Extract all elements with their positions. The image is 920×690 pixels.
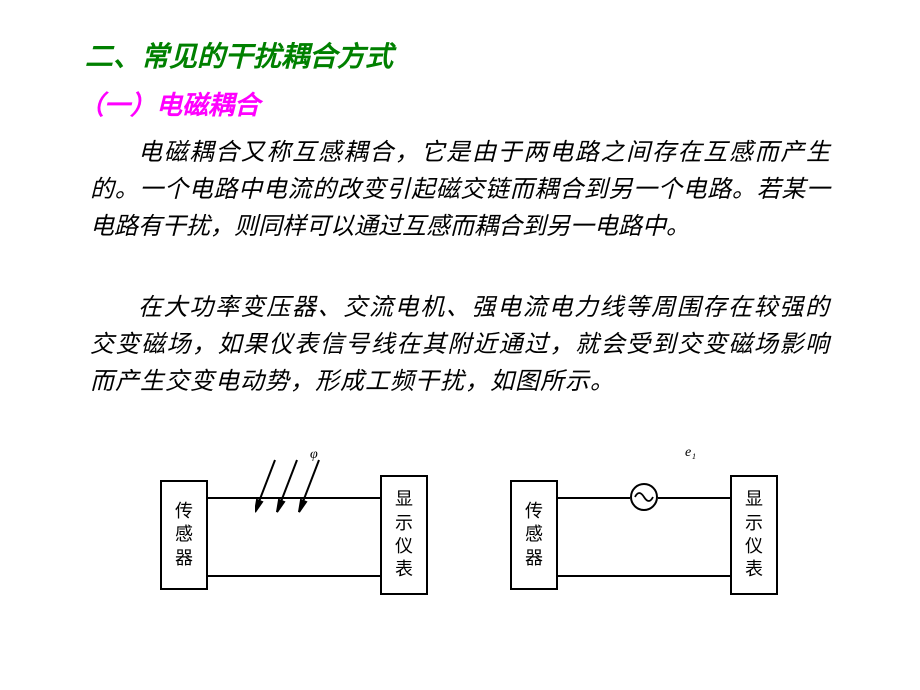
sensor-char-2: 感 (175, 523, 193, 546)
wire-bottom (208, 575, 380, 577)
emf-symbol: e₁ (685, 445, 696, 461)
display-box: 显 示 仪 表 (730, 475, 778, 595)
paragraph-2: 在大功率变压器、交流电机、强电流电力线等周围存在较强的交变磁场，如果仪表信号线在… (90, 290, 830, 402)
diagram-emf-equivalent: 传 感 器 显 示 仪 表 e₁ (490, 455, 800, 615)
sensor-char-3: 器 (175, 547, 193, 570)
display-char-4: 表 (395, 558, 413, 581)
display-char-3: 仪 (395, 535, 413, 558)
display-char-1: 显 (395, 488, 413, 511)
sensor-char-1: 传 (175, 500, 193, 523)
paragraph-1: 电磁耦合又称互感耦合，它是由于两电路之间存在互感而产生的。一个电路中电流的改变引… (90, 135, 830, 247)
section-heading: 二、常见的干扰耦合方式 (85, 35, 393, 75)
sensor-box: 传 感 器 (160, 480, 208, 590)
display-char-3: 仪 (745, 535, 763, 558)
diagram-flux-coupling: 传 感 器 显 示 仪 表 φ (140, 455, 450, 615)
sensor-char-1: 传 (525, 500, 543, 523)
display-box: 显 示 仪 表 (380, 475, 428, 595)
wire-top-right (658, 497, 730, 499)
display-char-1: 显 (745, 488, 763, 511)
diagram-container: 传 感 器 显 示 仪 表 φ 传 感 器 (140, 455, 820, 615)
sensor-char-3: 器 (525, 547, 543, 570)
sensor-char-2: 感 (525, 523, 543, 546)
wire-bottom (558, 575, 730, 577)
sensor-box: 传 感 器 (510, 480, 558, 590)
wire-top-left (558, 497, 630, 499)
ac-source-icon (630, 483, 658, 511)
flux-arrows-icon (255, 450, 345, 540)
display-char-2: 示 (745, 512, 763, 535)
subsection-heading: （一）电磁耦合 (78, 85, 260, 122)
display-char-4: 表 (745, 558, 763, 581)
display-char-2: 示 (395, 512, 413, 535)
